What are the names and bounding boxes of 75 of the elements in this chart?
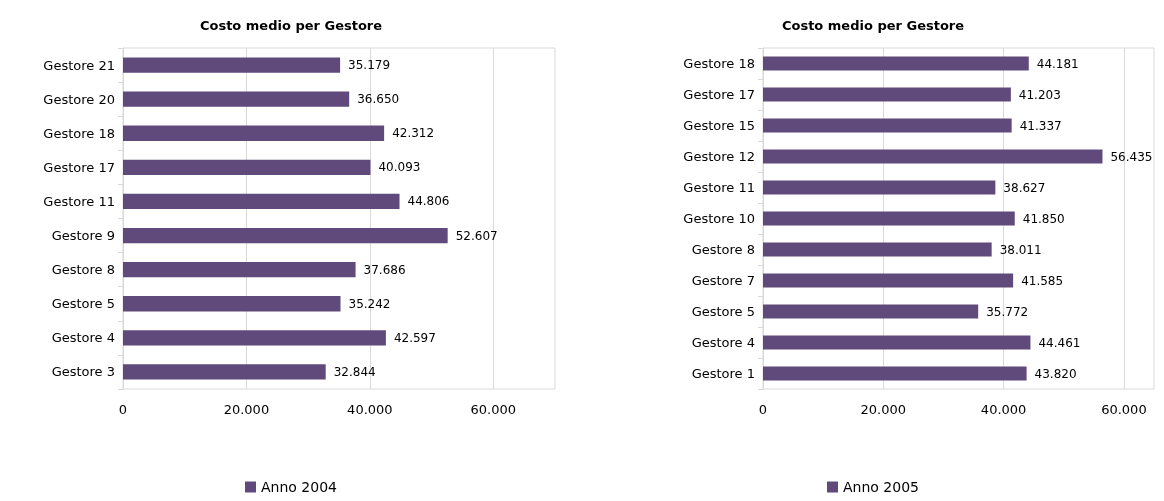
bar (763, 366, 1027, 381)
bar (763, 180, 996, 195)
data-label: 38.627 (1003, 180, 1046, 195)
bar (763, 211, 1015, 226)
y-tick-label: Gestore 11 (683, 180, 755, 195)
data-label: 41.585 (1021, 273, 1064, 288)
bar (763, 118, 1012, 133)
bar (123, 296, 341, 312)
bar (763, 304, 979, 319)
x-tick-label: 0 (118, 402, 128, 417)
data-label: 40.093 (378, 160, 421, 175)
bar (123, 91, 350, 107)
y-tick-label: Gestore 10 (683, 211, 755, 226)
data-label: 44.461 (1038, 335, 1081, 350)
y-tick-label: Gestore 15 (683, 118, 755, 133)
y-tick-label: Gestore 21 (43, 57, 115, 73)
y-tick-label: Gestore 12 (683, 149, 755, 164)
data-label: 43.820 (1034, 366, 1077, 381)
data-label: 37.686 (363, 262, 406, 277)
data-label: 35.242 (348, 296, 391, 311)
y-tick-label: Gestore 20 (43, 91, 115, 107)
x-tick-label: 60.000 (470, 402, 517, 417)
data-label: 42.312 (392, 126, 435, 141)
bar (123, 330, 386, 346)
y-tick-label: Gestore 4 (691, 335, 755, 350)
y-tick-label: Gestore 18 (43, 125, 115, 141)
legend-label: Anno 2004 (261, 479, 338, 495)
y-tick-label: Gestore 18 (683, 56, 755, 71)
data-label: 36.650 (357, 92, 400, 107)
data-label: 52.607 (455, 228, 498, 243)
y-tick-label: Gestore 7 (691, 273, 755, 288)
bar (763, 335, 1031, 350)
data-label: 56.435 (1110, 149, 1153, 164)
y-tick-label: Gestore 1 (691, 366, 755, 381)
bar (763, 56, 1029, 71)
bar (123, 227, 448, 244)
y-tick-label: Gestore 3 (51, 364, 115, 380)
data-label: 41.337 (1019, 118, 1062, 133)
x-tick-label: 40.000 (347, 402, 393, 417)
x-tick-label: 60.000 (1101, 402, 1147, 417)
bar (763, 149, 1103, 164)
bar (763, 242, 992, 257)
y-tick-label: Gestore 5 (51, 296, 115, 312)
y-tick-label: Gestore 4 (51, 330, 115, 346)
data-label: 32.844 (333, 364, 376, 379)
data-label: 41.203 (1018, 87, 1061, 102)
bar (123, 364, 326, 380)
bar (123, 125, 385, 141)
data-label: 35.772 (986, 304, 1029, 319)
x-tick-label: 40.000 (980, 402, 1027, 417)
x-tick-label: 20.000 (223, 402, 270, 417)
bar (123, 57, 341, 73)
chart-title: Costo medio per Gestore (781, 18, 965, 33)
y-tick-label: Gestore 8 (51, 262, 115, 278)
data-label: 38.011 (999, 242, 1042, 257)
chart-title: Costo medio per Gestore (199, 18, 383, 33)
bar (763, 87, 1011, 102)
data-label: 44.806 (407, 194, 450, 209)
bar (123, 261, 356, 278)
y-tick-label: Gestore 11 (43, 193, 115, 209)
data-label: 35.179 (348, 58, 391, 73)
y-tick-label: Gestore 8 (691, 242, 755, 257)
x-tick-label: 0 (758, 402, 768, 417)
bar (123, 193, 400, 210)
y-tick-label: Gestore 9 (51, 228, 115, 244)
y-tick-label: Gestore 17 (43, 159, 115, 175)
data-label: 42.597 (393, 330, 436, 345)
y-tick-label: Gestore 17 (683, 87, 755, 102)
bar (123, 159, 371, 176)
x-tick-label: 20.000 (860, 402, 907, 417)
legend-label: Anno 2005 (843, 479, 919, 495)
bar (763, 273, 1014, 288)
data-label: 41.850 (1022, 211, 1065, 226)
data-label: 44.181 (1036, 56, 1079, 71)
y-tick-label: Gestore 5 (691, 304, 755, 319)
